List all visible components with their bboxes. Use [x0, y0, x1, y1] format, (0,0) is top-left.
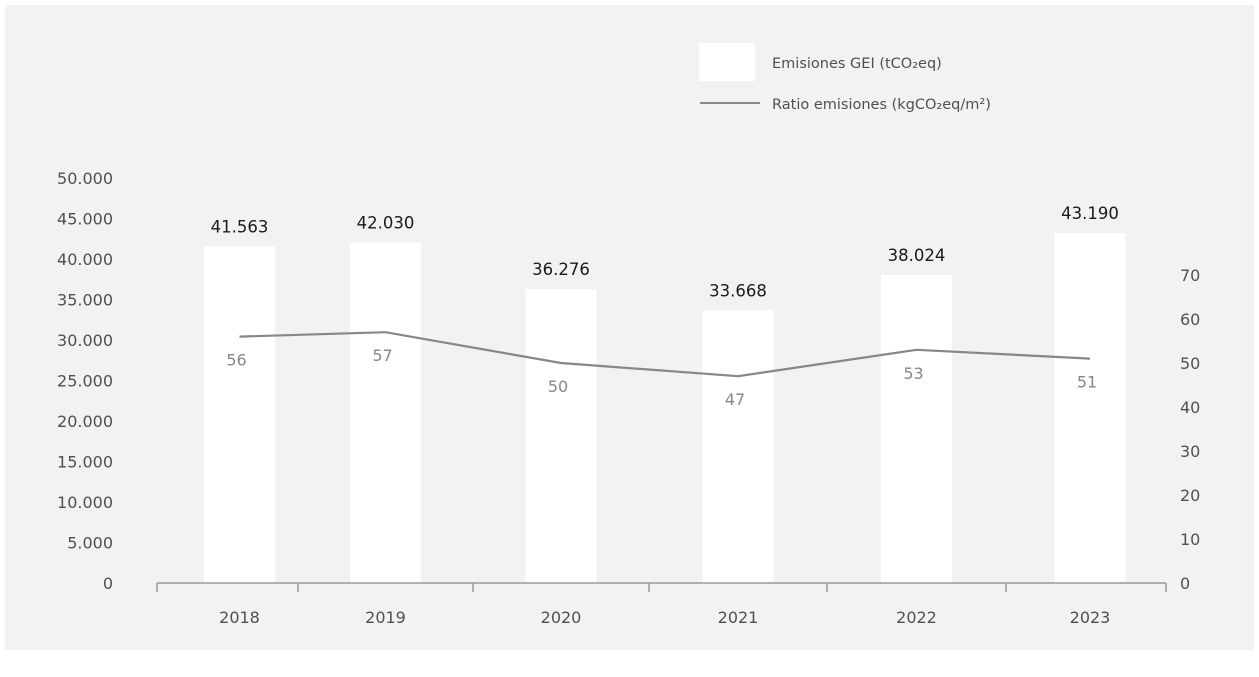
right-y-tick-label: 40 — [1180, 398, 1200, 417]
line-value-labels: 56 57 50 47 53 51 — [226, 346, 1097, 409]
bar-value-label: 41.563 — [211, 217, 269, 236]
legend: Emisiones GEI (tCO₂eq) Ratio emisiones (… — [699, 43, 991, 113]
ratio-line — [239, 331, 1091, 378]
line-value-label: 53 — [903, 364, 923, 383]
line-series — [239, 331, 1091, 378]
x-tick-label: 2022 — [896, 608, 937, 627]
right-y-tick-label: 20 — [1180, 486, 1200, 505]
left-y-tick-label: 5.000 — [67, 534, 113, 553]
left-y-tick-label: 10.000 — [57, 493, 113, 512]
bar — [350, 242, 421, 583]
bar-value-label: 43.190 — [1061, 204, 1119, 223]
bar — [204, 246, 275, 583]
right-y-tick-label: 0 — [1180, 574, 1190, 593]
left-y-tick-label: 35.000 — [57, 291, 113, 310]
x-tick-label: 2019 — [365, 608, 406, 627]
bar-value-label: 33.668 — [709, 281, 767, 300]
legend-line-label: Ratio emisiones (kgCO₂eq/m²) — [772, 97, 991, 113]
right-y-tick-label: 10 — [1180, 530, 1200, 549]
x-tick-label: 2020 — [541, 608, 582, 627]
left-y-tick-label: 40.000 — [57, 250, 113, 269]
line-value-label: 57 — [372, 346, 392, 365]
x-tick-label: 2021 — [718, 608, 759, 627]
right-y-tick-label: 50 — [1180, 354, 1200, 373]
left-y-tick-label: 20.000 — [57, 412, 113, 431]
left-y-axis: 0 5.000 10.000 15.000 20.000 25.000 30.000 35.0… — [57, 169, 113, 593]
bar-series — [204, 233, 1126, 583]
x-tick-label: 2023 — [1070, 608, 1111, 627]
line-value-label: 56 — [226, 351, 246, 370]
line-value-label: 47 — [725, 390, 745, 409]
left-y-tick-label: 50.000 — [57, 169, 113, 188]
legend-bar-label: Emisiones GEI (tCO₂eq) — [772, 56, 942, 72]
left-y-tick-label: 0 — [103, 574, 113, 593]
bar — [525, 289, 597, 583]
bar — [1054, 233, 1126, 583]
left-y-tick-label: 30.000 — [57, 331, 113, 350]
x-axis: 2018 2019 2020 2021 2022 2023 — [156, 582, 1167, 627]
x-tick-label: 2018 — [219, 608, 260, 627]
left-y-tick-label: 15.000 — [57, 453, 113, 472]
right-y-tick-label: 30 — [1180, 442, 1200, 461]
bar-value-label: 38.024 — [888, 246, 946, 265]
right-y-tick-label: 70 — [1180, 266, 1200, 285]
legend-bar-swatch — [699, 43, 755, 81]
bar — [881, 275, 952, 583]
left-y-tick-label: 25.000 — [57, 372, 113, 391]
bar-value-labels: 41.563 42.030 36.276 33.668 38.024 43.190 — [211, 204, 1119, 300]
bar-value-label: 36.276 — [532, 260, 590, 279]
right-y-axis: 0 10 20 30 40 50 60 70 — [1180, 266, 1200, 593]
line-value-label: 51 — [1077, 373, 1097, 392]
line-value-label: 50 — [548, 377, 568, 396]
left-y-tick-label: 45.000 — [57, 210, 113, 229]
bar — [702, 310, 774, 583]
bar-value-label: 42.030 — [357, 214, 415, 233]
right-y-tick-label: 60 — [1180, 310, 1200, 329]
